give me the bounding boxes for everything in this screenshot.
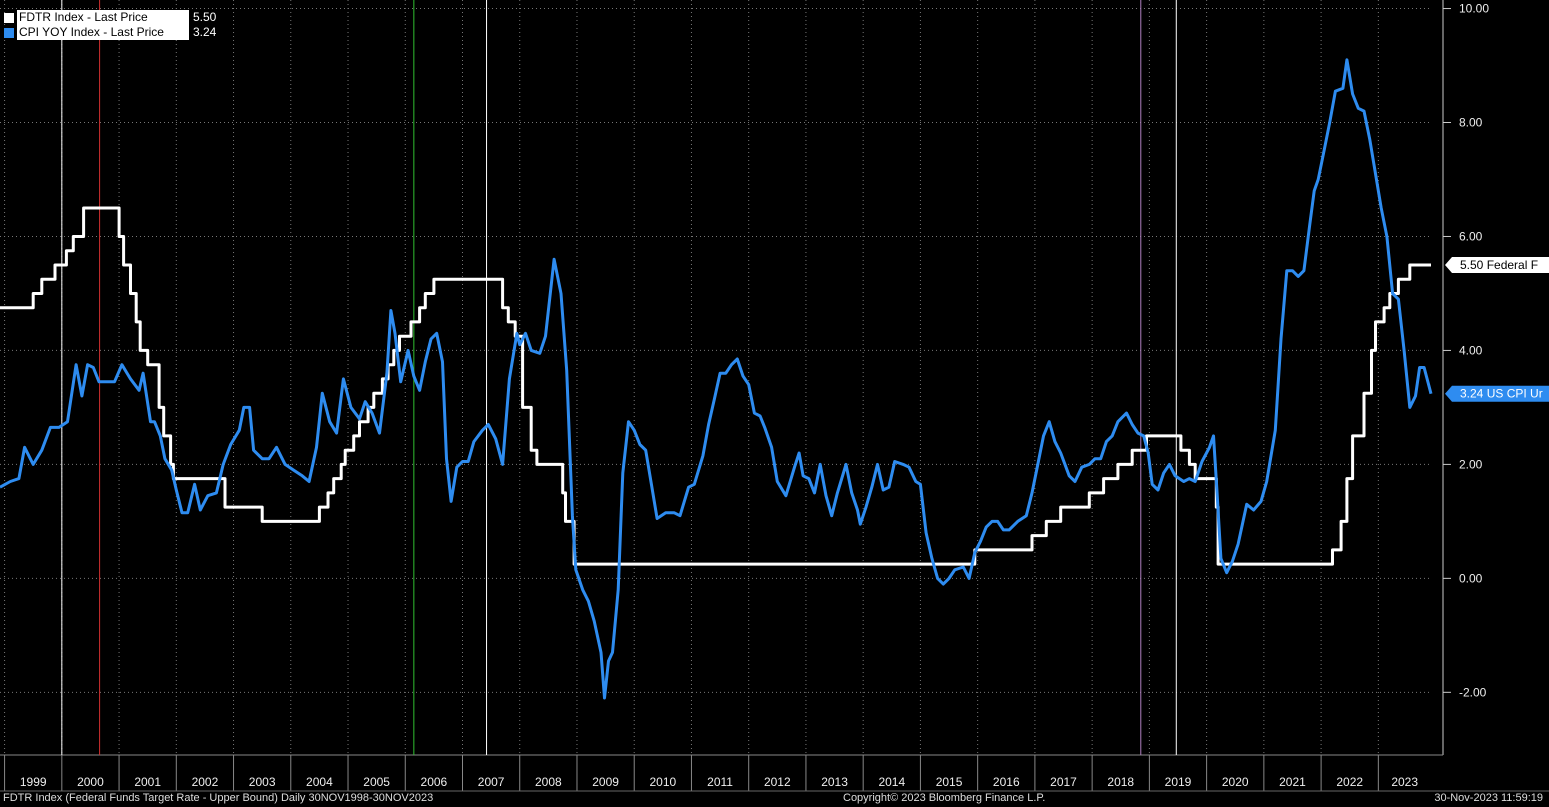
x-tick-label: 2006: [421, 775, 448, 789]
y-tick-label: 2.00: [1459, 457, 1483, 471]
cpi-series-line: [0, 58, 1433, 700]
x-tick-label: 2013: [821, 775, 848, 789]
x-tick-label: 2010: [649, 775, 676, 789]
x-tick-label: 2015: [936, 775, 963, 789]
legend-value-cpi: 3.24: [193, 25, 217, 39]
x-tick-label: 2018: [1107, 775, 1134, 789]
x-tick-label: 2021: [1279, 775, 1306, 789]
x-tick-label: 2016: [993, 775, 1020, 789]
x-tick-label: 2009: [592, 775, 619, 789]
x-tick-label: 2022: [1336, 775, 1363, 789]
fdtr-last-value-tag: [1445, 256, 1549, 273]
x-tick-label: 2001: [134, 775, 161, 789]
x-tick-label: 2005: [363, 775, 390, 789]
footer-description: FDTR Index (Federal Funds Target Rate - …: [3, 792, 434, 804]
x-tick-label: 2012: [764, 775, 791, 789]
x-tick-label: 2011: [707, 775, 733, 789]
y-tick-label: -2.00: [1459, 685, 1487, 699]
x-tick-label: 2023: [1391, 775, 1418, 789]
legend-item-cpi[interactable]: CPI YOY Index - Last Price 3.24: [4, 25, 216, 40]
fdtr-series-line: [0, 206, 1431, 566]
x-tick-label: 2003: [249, 775, 276, 789]
fdtr-last-value-label: 5.50 Federal F: [1460, 258, 1538, 272]
legend-label-cpi: CPI YOY Index - Last Price: [17, 25, 189, 40]
x-tick-label: 2002: [192, 775, 219, 789]
y-tick-label: 8.00: [1459, 116, 1483, 130]
x-tick-label: 2017: [1050, 775, 1077, 789]
legend-swatch-white: [4, 12, 14, 23]
footer-copyright: Copyright© 2023 Bloomberg Finance L.P.: [843, 792, 1046, 804]
x-tick-label: 1999: [20, 775, 47, 789]
cpi-last-value-tag: [1445, 385, 1549, 402]
x-tick-label: 2000: [77, 775, 104, 789]
legend-swatch-blue: [4, 27, 14, 38]
footer-timestamp: 30-Nov-2023 11:59:19: [1434, 792, 1543, 804]
x-tick-label: 2019: [1165, 775, 1192, 789]
x-tick-label: 2014: [878, 775, 905, 789]
legend-item-fdtr[interactable]: FDTR Index - Last Price 5.50: [4, 10, 216, 25]
cpi-last-value-label: 3.24 US CPI Ur: [1460, 387, 1543, 401]
y-tick-label: 6.00: [1459, 229, 1483, 243]
x-tick-label: 2020: [1222, 775, 1249, 789]
x-tick-label: 2007: [478, 775, 505, 789]
chart-legend: FDTR Index - Last Price 5.50 CPI YOY Ind…: [4, 10, 216, 40]
x-tick-label: 2008: [535, 775, 562, 789]
y-tick-label: 0.00: [1459, 571, 1483, 585]
legend-label-fdtr: FDTR Index - Last Price: [17, 10, 189, 25]
legend-value-fdtr: 5.50: [193, 10, 217, 24]
x-tick-label: 2004: [306, 775, 333, 789]
chart-footer: FDTR Index (Federal Funds Target Rate - …: [0, 791, 1549, 807]
y-tick-label: 4.00: [1459, 343, 1483, 357]
y-tick-label: 10.00: [1459, 2, 1489, 16]
